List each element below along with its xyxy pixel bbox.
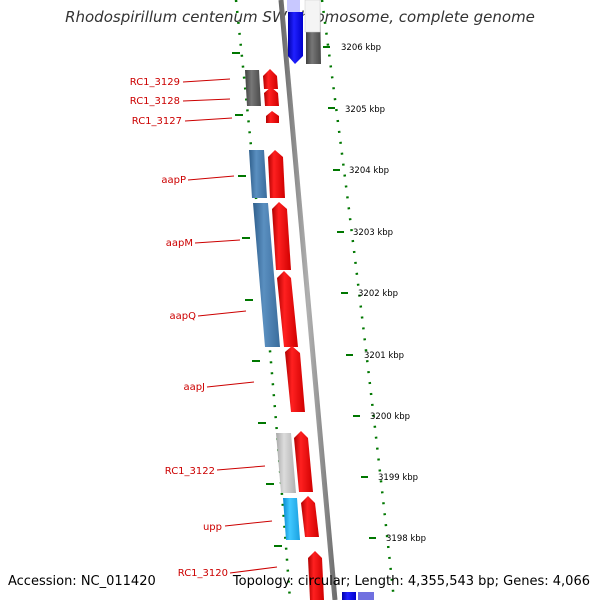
gene-track: [263, 69, 324, 600]
leader-aapm: [194, 239, 241, 244]
genome-backbone: [278, 0, 338, 600]
gene-label: aapQ: [170, 311, 197, 322]
gene-rc1-3127: [266, 111, 279, 123]
leader-aapj: [206, 381, 255, 388]
leader-rc1-3122: [216, 465, 266, 471]
gene-label: RC1_3122: [165, 466, 215, 477]
bottom-blue-gene: [342, 592, 356, 600]
accession-label: Accession: NC_011420: [8, 574, 156, 589]
top-features: [287, 0, 321, 64]
kbp-labels: 3206 kbp 3205 kbp 3204 kbp 3203 kbp 3202…: [341, 43, 426, 544]
kbp-label: 3205 kbp: [345, 105, 385, 115]
kbp-label: 3199 kbp: [378, 473, 418, 483]
gene-rc1-3122: [294, 431, 313, 492]
cog-gene-rc1-3129: [245, 70, 261, 106]
gene-rc1-3120: [308, 551, 324, 600]
top-lavender-gene: [287, 0, 300, 12]
kbp-label: 3200 kbp: [370, 412, 410, 422]
cog-track: [245, 70, 300, 540]
gene-rc1-3129: [263, 69, 278, 89]
genome-stats: Topology: circular; Length: 4,355,543 bp…: [232, 574, 590, 589]
gene-aapp: [268, 150, 285, 198]
kbp-label: 3202 kbp: [358, 289, 398, 299]
gene-aapm: [272, 202, 291, 270]
cog-gene-aapp: [249, 150, 267, 198]
kbp-label: 3201 kbp: [364, 351, 404, 361]
cog-gene-rc1-3122: [276, 433, 296, 493]
gene-aapj: [285, 346, 305, 412]
gene-upp: [301, 496, 319, 537]
gene-labels: RC1_3129 RC1_3128 RC1_3127 aapP aapM aap…: [130, 77, 228, 579]
kbp-ticks: [323, 46, 376, 539]
gene-label: aapJ: [183, 382, 205, 393]
gene-aapq: [277, 271, 298, 347]
gene-rc1-3128: [264, 87, 279, 106]
top-blue-gene: [288, 12, 303, 64]
gene-label: RC1_3129: [130, 77, 180, 88]
leader-rc1-3128: [182, 98, 231, 102]
right-dotted-track: [320, 0, 396, 600]
leader-rc1-3127: [184, 117, 233, 122]
cog-gene-aapm-aapq: [253, 203, 280, 347]
kbp-label: 3206 kbp: [341, 43, 381, 53]
leader-aapq: [197, 310, 247, 317]
top-white-gene: [304, 0, 321, 33]
leader-rc1-3120: [229, 566, 278, 574]
gene-label: RC1_3120: [178, 568, 228, 579]
left-track-ticks: [232, 52, 282, 547]
label-leaders: [182, 78, 278, 574]
kbp-label: 3198 kbp: [386, 534, 426, 544]
gene-label: aapP: [161, 175, 186, 186]
leader-aapp: [187, 175, 235, 181]
bottom-features: [342, 592, 374, 600]
leader-upp: [224, 520, 273, 527]
leader-rc1-3129: [182, 78, 231, 83]
cog-gene-upp: [283, 498, 300, 540]
left-dotted-track: [234, 0, 292, 600]
kbp-label: 3203 kbp: [353, 228, 393, 238]
gene-label: RC1_3128: [130, 96, 180, 107]
gene-label: upp: [203, 522, 222, 533]
gene-label: aapM: [166, 238, 193, 249]
bottom-purple-gene: [358, 592, 374, 600]
gene-label: RC1_3127: [132, 116, 182, 127]
kbp-label: 3204 kbp: [349, 166, 389, 176]
